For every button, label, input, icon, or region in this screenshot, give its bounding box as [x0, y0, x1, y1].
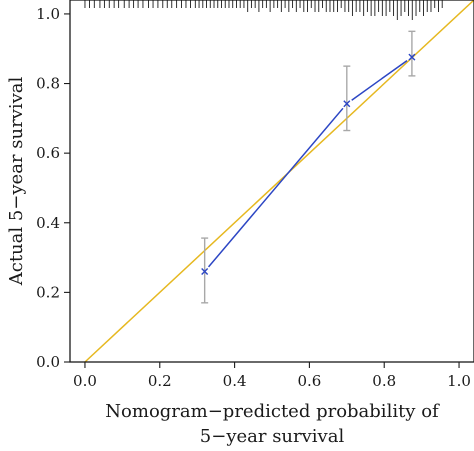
series-segment — [207, 107, 344, 268]
error-bars — [201, 30, 416, 304]
y-tick-label: 1.0 — [36, 5, 60, 23]
y-tick-label: 0.6 — [36, 144, 60, 162]
y-axis: 0.0 0.2 0.4 0.6 0.8 1.0 — [36, 5, 70, 371]
data-point — [408, 53, 416, 61]
reference-line-layer — [84, 0, 474, 363]
y-tick-label: 0.0 — [36, 353, 60, 371]
x-tick-label: 0.0 — [73, 372, 97, 390]
y-tick-label: 0.4 — [36, 214, 60, 232]
series-layer — [201, 53, 416, 275]
data-point — [343, 100, 351, 108]
x-tick-label: 1.0 — [447, 372, 471, 390]
x-tick-label: 0.8 — [372, 372, 396, 390]
rug-marks — [84, 0, 443, 20]
x-tick-label: 0.4 — [223, 372, 247, 390]
y-axis-title: Actual 5−year survival — [6, 76, 27, 286]
x-axis-title-line1: Nomogram−predicted probability of — [105, 401, 440, 422]
y-tick-label: 0.8 — [36, 75, 60, 93]
x-tick-label: 0.6 — [297, 372, 321, 390]
x-axis: 0.0 0.2 0.4 0.6 0.8 1.0 — [73, 362, 471, 390]
x-axis-title-line2: 5−year survival — [200, 426, 345, 447]
ideal-reference-line — [84, 0, 474, 363]
series-segment — [351, 59, 408, 101]
x-tick-label: 0.2 — [148, 372, 172, 390]
plot-frame — [69, 0, 474, 363]
data-point — [201, 268, 209, 275]
y-tick-label: 0.2 — [36, 283, 60, 301]
